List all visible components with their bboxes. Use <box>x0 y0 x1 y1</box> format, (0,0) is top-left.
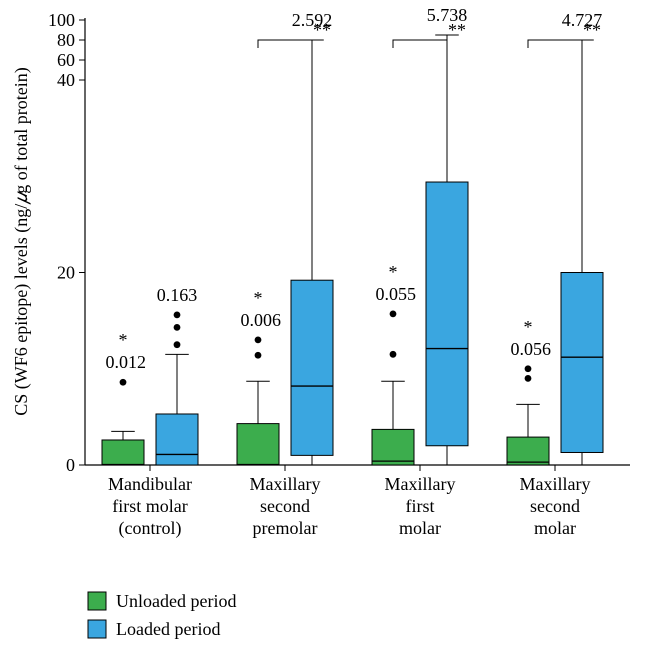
outlier-dot <box>174 311 181 318</box>
x-category-label: second <box>260 496 310 516</box>
significance-bracket <box>393 40 447 48</box>
significance-bracket <box>258 40 312 48</box>
y-tick-label: 20 <box>57 263 75 283</box>
significance-label: ** <box>313 20 331 40</box>
outlier-dot <box>525 365 532 372</box>
outlier-dot <box>255 352 262 359</box>
x-category-label: Mandibular <box>108 474 192 494</box>
box-value-label: 0.056 <box>511 339 552 359</box>
box-value-label: 0.055 <box>376 284 417 304</box>
significance-star: * <box>524 317 533 337</box>
box-unloaded <box>237 424 279 465</box>
y-tick-label: 100 <box>48 10 75 30</box>
y-tick-label: 80 <box>57 30 75 50</box>
box-loaded <box>426 182 468 446</box>
x-category-label: first molar <box>112 496 187 516</box>
boxplot-chart: 0 20 406080100 CS (WF6 epitope) levels (ng/… <box>0 0 649 658</box>
significance-label: ** <box>448 20 466 40</box>
box-loaded <box>561 273 603 453</box>
box-loaded <box>291 280 333 455</box>
legend-swatch-unloaded <box>88 592 106 610</box>
outlier-dot <box>255 336 262 343</box>
x-category-label: Maxillary <box>250 474 321 494</box>
x-category-label: (control) <box>119 518 182 539</box>
outlier-dot <box>174 341 181 348</box>
box-unloaded <box>372 429 414 465</box>
significance-label: ** <box>583 20 601 40</box>
outlier-dot <box>390 310 397 317</box>
significance-bracket <box>528 40 582 48</box>
box-unloaded <box>507 437 549 465</box>
significance-star: * <box>119 330 128 350</box>
x-category-label: molar <box>534 518 576 538</box>
y-axis-title: CS (WF6 epitope) levels (ng/𝜇g of total … <box>11 67 32 415</box>
y-tick-label: 40 <box>57 70 75 90</box>
box-unloaded <box>102 440 144 465</box>
box-value-label: 0.006 <box>241 310 282 330</box>
x-category-label: second <box>530 496 580 516</box>
outlier-dot <box>525 375 532 382</box>
x-category-label: premolar <box>253 518 318 538</box>
x-category-label: first <box>406 496 435 516</box>
x-category-label: molar <box>399 518 441 538</box>
significance-star: * <box>254 288 263 308</box>
significance-star: * <box>389 262 398 282</box>
box-value-label: 0.163 <box>157 285 198 305</box>
outlier-dot <box>120 379 127 386</box>
outlier-dot <box>174 324 181 331</box>
y-tick-label: 60 <box>57 50 75 70</box>
x-category-label: Maxillary <box>385 474 456 494</box>
x-category-label: Maxillary <box>520 474 591 494</box>
box-value-label: 0.012 <box>106 352 147 372</box>
y-tick-label: 0 <box>66 455 75 475</box>
box-loaded <box>156 414 198 465</box>
legend-label-loaded: Loaded period <box>116 619 220 639</box>
legend-label-unloaded: Unloaded period <box>116 591 236 611</box>
outlier-dot <box>390 351 397 358</box>
legend-swatch-loaded <box>88 620 106 638</box>
